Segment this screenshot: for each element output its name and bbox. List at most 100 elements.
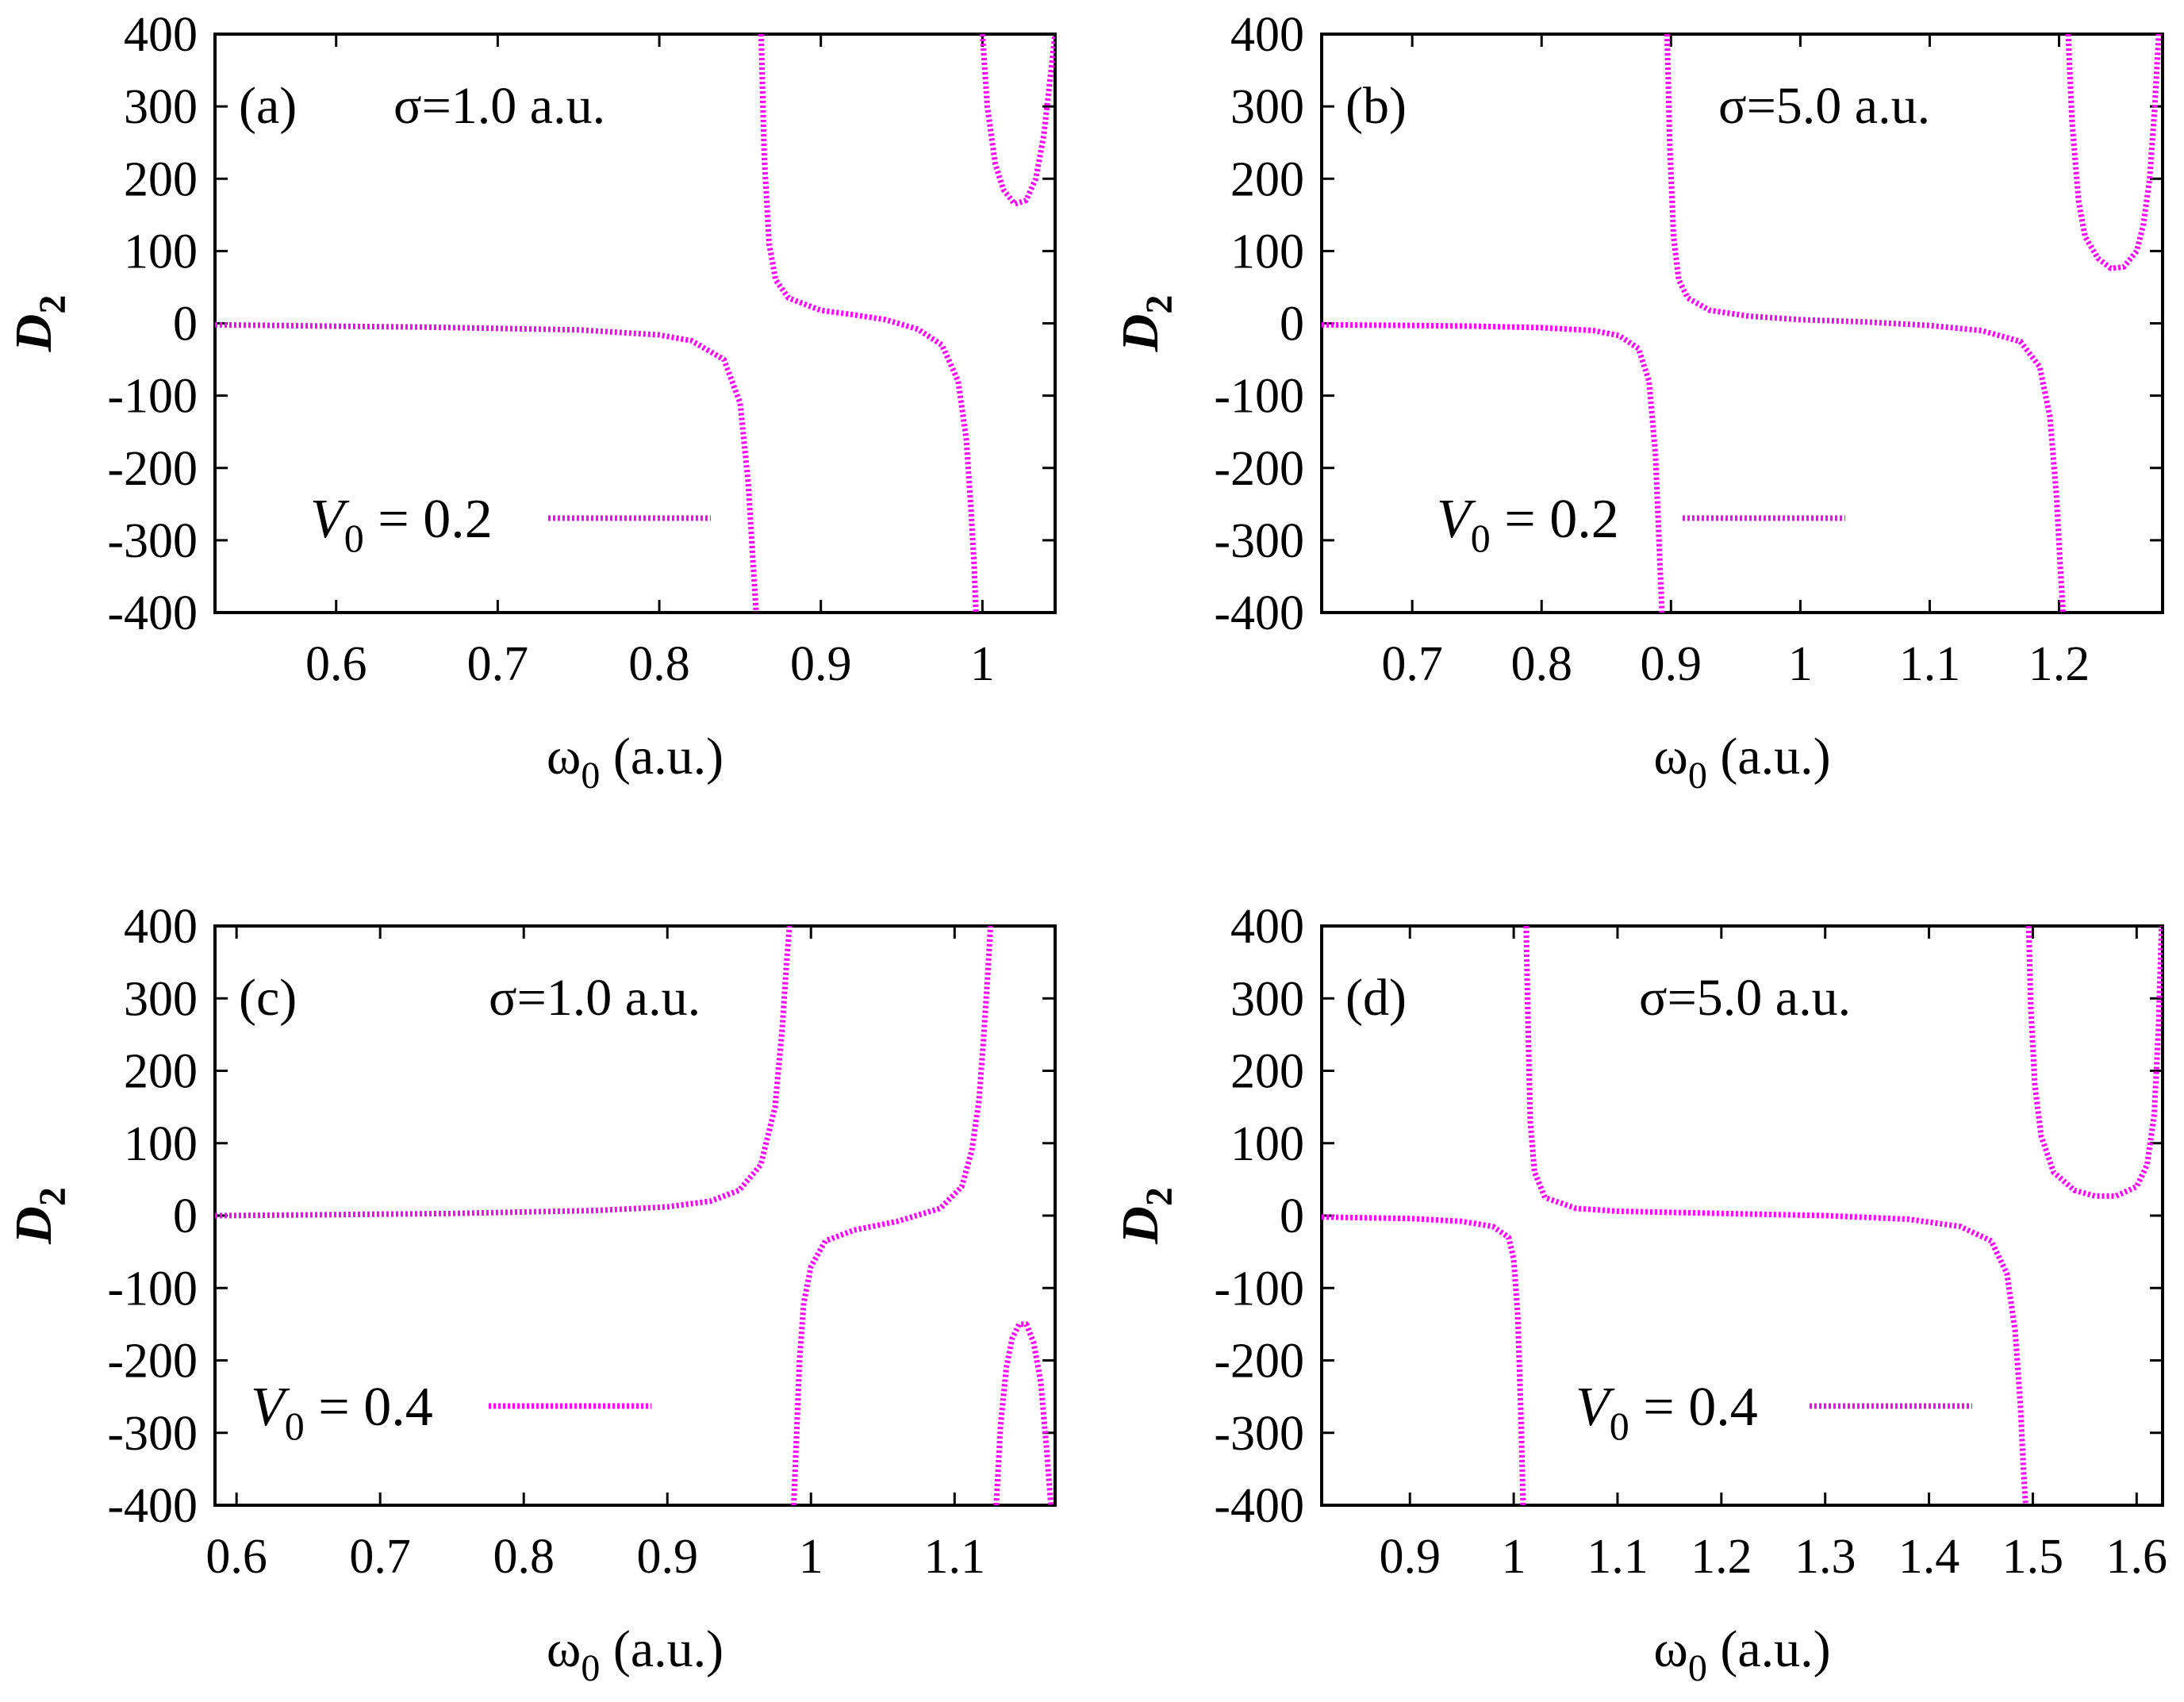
x-tick-label: 1.6 [2106,1530,2168,1584]
x-tick-label: 1 [1502,1530,1526,1584]
y-tick-label: 0 [1280,298,1304,352]
panel-tag: (b) [1345,77,1407,135]
x-tick-label: 1.3 [1794,1530,1856,1584]
y-tick-label: -100 [1214,1262,1304,1316]
y-tick-label: -100 [1214,370,1304,424]
y-tick-label: 100 [124,225,198,279]
y-tick-label: -300 [107,514,198,568]
y-tick-label: -400 [1214,586,1304,640]
curve-branch [215,926,793,1219]
x-tick-label: 1 [1788,637,1813,691]
x-tick-label: 1.2 [1691,1530,1752,1584]
y-tick-label: 400 [124,8,198,62]
y-tick-label: 100 [1230,1117,1304,1171]
y-tick-label: -400 [1214,1479,1304,1533]
curve-branch [2025,926,2163,1199]
curve-branch [758,34,979,613]
panel-tag: (d) [1345,969,1407,1027]
y-tick-label: 200 [124,152,198,206]
sigma-annotation: σ=5.0 a.u. [1718,77,1930,135]
plot-frame [1320,33,2164,614]
y-tick-label: 300 [124,972,198,1026]
x-tick-label: 1.1 [1899,637,1961,691]
curve-branch [791,926,993,1505]
x-tick-label: 1.1 [924,1530,986,1584]
y-tick-label: -300 [1214,1407,1304,1461]
x-axis-title: ω0 (a.u.) [1653,1620,1830,1689]
x-tick-label: 1.4 [1898,1530,1960,1584]
y-tick-label: 300 [1230,80,1304,134]
x-tick-label: 0.6 [305,637,367,691]
y-tick-label: -300 [1214,514,1304,568]
y-tick-label: 400 [1230,8,1304,62]
x-tick-label: 1.1 [1587,1530,1649,1584]
x-axis-title: ω0 (a.u.) [547,728,724,797]
x-tick-label: 0.8 [628,637,690,691]
panel-tag: (c) [239,969,297,1027]
y-tick-label: 0 [173,298,198,352]
y-tick-label: 100 [1230,225,1304,279]
y-tick-label: 300 [124,80,198,134]
y-tick-label: 200 [1230,152,1304,206]
y-axis-title: D2 [5,295,74,353]
y-tick-label: 0 [173,1189,198,1243]
y-tick-label: -200 [107,1335,198,1389]
y-tick-label: -400 [107,1479,198,1533]
x-tick-label: 0.8 [493,1530,555,1584]
curve-branch [993,1321,1054,1505]
curve-branch [1322,1214,1526,1505]
panel-a: -400 -300 -200 -100 0 100 200 300 400 0.6 0.7 0.8 0.… [5,8,1057,797]
curve-branch [979,34,1055,207]
x-tick-label: 1 [970,637,995,691]
panel-tag: (a) [239,77,297,135]
y-tick-label: -100 [107,370,198,424]
y-axis-title: D2 [1111,295,1180,353]
legend-label: V0 = 0.4 [1576,1377,1758,1448]
legend-label: V0 = 0.2 [1437,489,1619,560]
x-tick-label: 0.9 [1379,1530,1441,1584]
y-axis-title: D2 [1111,1187,1180,1245]
sigma-annotation: σ=1.0 a.u. [489,969,700,1027]
y-tick-label: 400 [124,900,198,954]
plot-frame [1320,924,2164,1507]
panel-c: -400 -300 -200 -100 0 100 200 300 400 0.6 0.7 0.8 0.… [5,900,1057,1689]
y-tick-label: 400 [1230,900,1304,954]
y-tick-label: 0 [1280,1189,1304,1243]
y-tick-label: 100 [124,1117,198,1171]
curve-branch [1322,321,1665,613]
y-tick-label: -300 [107,1407,198,1461]
plot-frame [213,33,1057,614]
y-tick-label: 200 [1230,1045,1304,1099]
legend-label: V0 = 0.4 [251,1377,433,1448]
x-tick-label: 0.9 [790,637,852,691]
curve-branch [215,321,759,613]
y-tick-label: -400 [107,586,198,640]
x-axis-title: ω0 (a.u.) [1653,728,1830,797]
legend-label: V0 = 0.2 [310,489,493,560]
x-tick-label: 0.7 [467,637,529,691]
x-tick-label: 1.2 [2029,637,2090,691]
x-tick-label: 0.8 [1510,637,1572,691]
x-tick-label: 0.9 [1641,637,1702,691]
y-axis-title: D2 [5,1187,74,1245]
y-tick-label: -200 [1214,442,1304,496]
x-tick-label: 0.7 [349,1530,411,1584]
curve-branch [1523,926,2029,1505]
y-tick-label: 200 [124,1045,198,1099]
y-tick-label: -200 [1214,1335,1304,1389]
sigma-annotation: σ=1.0 a.u. [393,77,605,135]
panel-d: -400 -300 -200 -100 0 100 200 300 400 0.9 1 1.1 1.2 1… [1111,900,2167,1689]
sigma-annotation: σ=5.0 a.u. [1639,969,1851,1027]
x-tick-label: 1.5 [2002,1530,2064,1584]
x-tick-label: 0.9 [636,1530,698,1584]
x-tick-label: 0.6 [205,1530,267,1584]
curve-branch [2065,34,2162,271]
panel-b: -400 -300 -200 -100 0 100 200 300 400 0.7 0.8 0.9 1 1… [1111,8,2164,797]
y-tick-label: 300 [1230,972,1304,1026]
x-tick-label: 1 [799,1530,823,1584]
x-axis-title: ω0 (a.u.) [547,1620,724,1689]
y-tick-label: -100 [107,1262,198,1316]
y-tick-label: -200 [107,442,198,496]
curve-branch [1664,34,2066,613]
